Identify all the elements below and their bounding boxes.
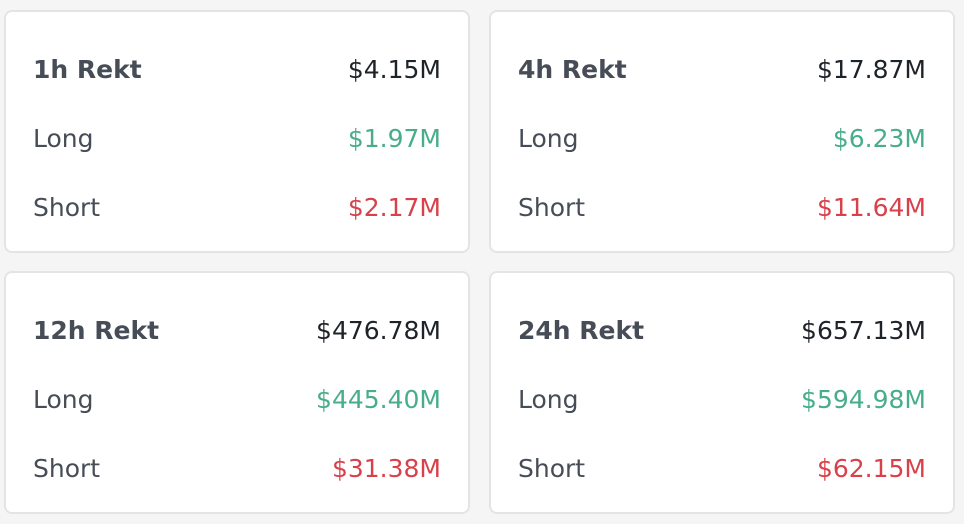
card-title: 4h Rekt (518, 54, 627, 84)
short-row: Short $62.15M (518, 451, 926, 485)
long-row: Long $445.40M (33, 382, 441, 416)
short-label: Short (518, 453, 586, 483)
short-label: Short (518, 192, 586, 222)
card-title: 24h Rekt (518, 315, 645, 345)
short-value: $31.38M (331, 453, 441, 483)
card-header-row: 4h Rekt $17.87M (518, 52, 926, 86)
long-value: $6.23M (832, 123, 926, 153)
short-row: Short $2.17M (33, 190, 441, 224)
long-label: Long (33, 384, 94, 414)
total-rekt-value: $476.78M (316, 315, 441, 345)
total-rekt-value: $657.13M (801, 315, 926, 345)
short-value: $62.15M (816, 453, 926, 483)
long-value: $1.97M (347, 123, 441, 153)
short-row: Short $11.64M (518, 190, 926, 224)
short-row: Short $31.38M (33, 451, 441, 485)
short-value: $11.64M (816, 192, 926, 222)
card-header-row: 12h Rekt $476.78M (33, 313, 441, 347)
long-value: $594.98M (801, 384, 926, 414)
total-rekt-value: $17.87M (816, 54, 926, 84)
card-header-row: 24h Rekt $657.13M (518, 313, 926, 347)
total-rekt-value: $4.15M (347, 54, 441, 84)
short-value: $2.17M (347, 192, 441, 222)
liquidation-card-4h: 4h Rekt $17.87M Long $6.23M Short $11.64… (489, 10, 955, 253)
short-label: Short (33, 453, 101, 483)
short-label: Short (33, 192, 101, 222)
long-label: Long (518, 384, 579, 414)
card-header-row: 1h Rekt $4.15M (33, 52, 441, 86)
long-row: Long $1.97M (33, 121, 441, 155)
long-label: Long (518, 123, 579, 153)
liquidation-card-1h: 1h Rekt $4.15M Long $1.97M Short $2.17M (4, 10, 470, 253)
liquidation-card-12h: 12h Rekt $476.78M Long $445.40M Short $3… (4, 271, 470, 514)
card-title: 12h Rekt (33, 315, 160, 345)
liquidation-card-24h: 24h Rekt $657.13M Long $594.98M Short $6… (489, 271, 955, 514)
long-row: Long $6.23M (518, 121, 926, 155)
long-label: Long (33, 123, 94, 153)
long-row: Long $594.98M (518, 382, 926, 416)
card-title: 1h Rekt (33, 54, 142, 84)
long-value: $445.40M (316, 384, 441, 414)
